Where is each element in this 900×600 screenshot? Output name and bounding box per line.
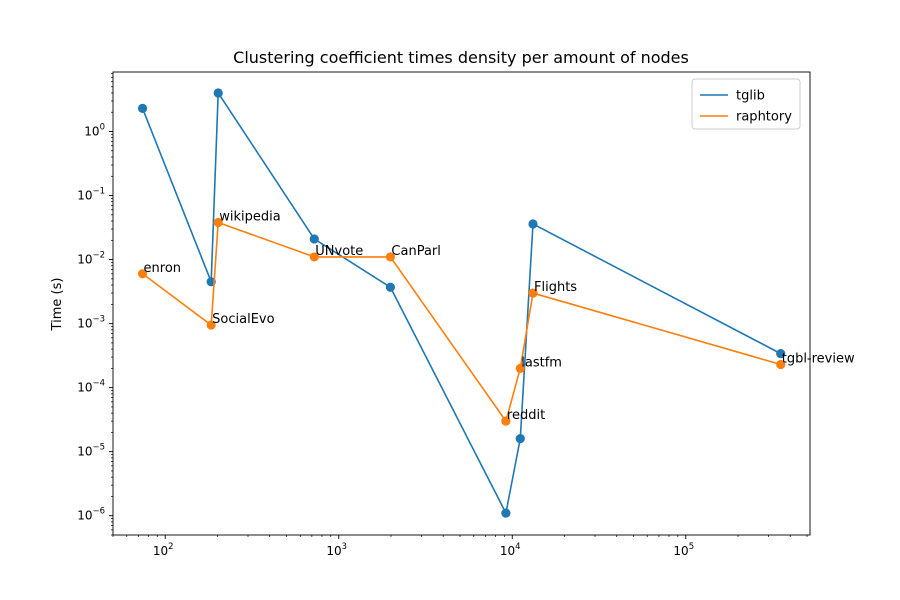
data-point-raphtory (528, 288, 538, 298)
data-point-tglib (515, 434, 525, 444)
y-tick-label: 10−5 (77, 443, 105, 459)
point-annotation: UNvote (315, 244, 363, 259)
data-point-tglib (385, 282, 396, 292)
data-point-raphtory (515, 363, 525, 373)
y-tick-label: 10−2 (77, 251, 105, 267)
y-tick-label: 10−6 (77, 507, 105, 523)
point-annotation: Flights (534, 280, 577, 295)
data-point-raphtory (385, 252, 396, 262)
point-annotation: wikipedia (219, 209, 280, 224)
y-axis-label: Time (s) (50, 278, 65, 332)
data-point-raphtory (776, 359, 786, 370)
data-point-raphtory (213, 217, 223, 228)
legend-label-raphtory: raphtory (736, 110, 792, 125)
point-annotation: lastfm (521, 355, 562, 370)
point-annotation: CanParl (391, 244, 440, 259)
data-point-raphtory (501, 416, 511, 426)
data-point-tglib (501, 508, 511, 518)
x-tick-label: 102 (153, 542, 174, 558)
y-tick-label: 10−3 (77, 315, 105, 331)
data-point-tglib (213, 88, 223, 98)
data-point-raphtory (137, 269, 148, 279)
plot-area: 102 103 104 105 10−6 10−5 10−4 10−3 10−2 10−1 100 e… (77, 71, 855, 558)
x-tick-label: 103 (326, 542, 347, 558)
plot-frame (112, 71, 811, 536)
legend-label-tglib: tglib (736, 89, 765, 104)
point-annotation: enron (144, 261, 182, 276)
data-point-tglib (528, 219, 538, 229)
legend: tglib raphtory (691, 78, 801, 130)
data-point-raphtory (309, 252, 319, 262)
series-line-tglib (141, 92, 782, 514)
point-annotation: SocialEvo (212, 312, 274, 327)
data-point-tglib (776, 349, 786, 359)
chart-title: Clustering coefficient times density per… (233, 48, 689, 67)
point-annotation: reddit (507, 408, 545, 423)
point-annotation: tgbl-review (782, 351, 855, 366)
x-tick-label: 105 (673, 542, 694, 558)
y-tick-label: 10−1 (77, 187, 105, 203)
y-tick-label: 100 (84, 123, 105, 139)
data-point-tglib (137, 103, 148, 113)
y-tick-label: 10−4 (77, 379, 105, 395)
data-point-raphtory (206, 320, 216, 330)
data-point-tglib (309, 234, 319, 244)
x-tick-label: 104 (500, 542, 521, 558)
